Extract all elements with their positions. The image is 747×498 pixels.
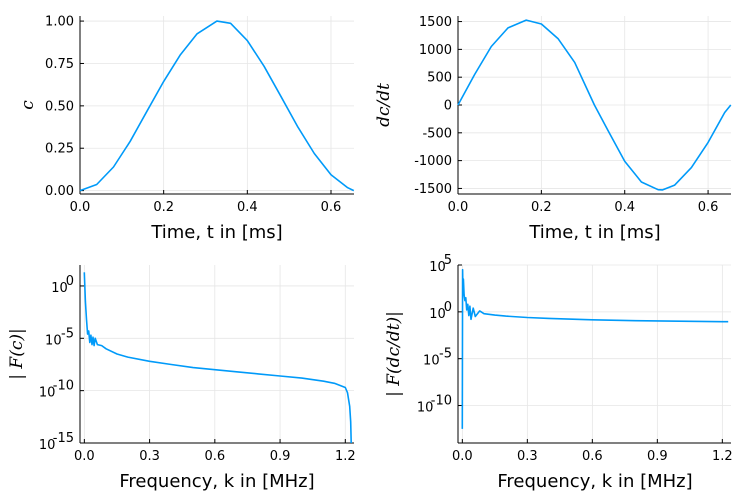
x-tick-label: 0.2 xyxy=(153,200,174,215)
series-line-c xyxy=(79,20,355,192)
y-tick-label-exponent: 0 xyxy=(66,274,74,289)
y-tick-label: 1000 xyxy=(419,43,452,58)
y-tick-label: 0.75 xyxy=(45,57,74,72)
y-tick-label-exponent: -10 xyxy=(431,394,452,409)
y-tick-label: 0 xyxy=(444,99,452,114)
y-tick-label: 10 xyxy=(423,354,440,369)
x-tick-label: 0.4 xyxy=(614,200,635,215)
y-tick-label: 10 xyxy=(429,260,446,275)
y-tick-label: 10 xyxy=(39,386,56,401)
y-tick-label: -1000 xyxy=(414,154,452,169)
x-tick-label: 0.9 xyxy=(270,449,291,464)
y-axis-label-fc: | F(c)| xyxy=(7,328,27,379)
y-axis-label-dcdt: dc/dt xyxy=(374,83,394,127)
y-tick-label: 0.50 xyxy=(45,99,74,114)
x-tick-label: 0.0 xyxy=(74,449,95,464)
series-line-dcdt xyxy=(457,19,732,191)
x-tick-label: 1.2 xyxy=(335,449,356,464)
x-axis-label-fdcdt: Frequency, k in [MHz] xyxy=(497,471,692,492)
x-tick-label: 0.0 xyxy=(452,449,473,464)
x-tick-label: 0.6 xyxy=(698,200,719,215)
x-tick-label: 0.6 xyxy=(204,449,225,464)
x-axis-label-dcdt: Time, t in [ms] xyxy=(528,222,660,243)
y-tick-label-exponent: -5 xyxy=(439,347,452,362)
x-axis-label-fc: Frequency, k in [MHz] xyxy=(119,471,314,492)
x-tick-label: 0.0 xyxy=(70,200,91,215)
x-tick-label: 0.3 xyxy=(517,449,538,464)
y-tick-label: 0.25 xyxy=(45,142,74,157)
panel-c: 0.0 0.2 0.4 0.6 0.00 0.25 0.50 0.75 1.00 Time, t… xyxy=(18,15,355,243)
y-axis-label-c: c xyxy=(18,100,38,110)
y-tick-label: 0.00 xyxy=(45,184,74,199)
y-tick-label-exponent: -5 xyxy=(61,326,74,341)
x-tick-label: 0.3 xyxy=(139,449,160,464)
x-tick-label: 0.6 xyxy=(582,449,603,464)
x-tick-label: 0.2 xyxy=(531,200,552,215)
series-line-fdcdt xyxy=(461,268,729,429)
x-tick-label: 1.2 xyxy=(712,449,733,464)
x-axis-label-c: Time, t in [ms] xyxy=(150,222,282,243)
y-tick-label: 10 xyxy=(429,307,446,322)
y-tick-label-exponent: 5 xyxy=(444,253,452,268)
panel-dcdt: 0.0 0.2 0.4 0.6 -1500 -1000 -500 0 500 1000 1500 T… xyxy=(374,15,732,243)
x-tick-label: 0.9 xyxy=(647,449,668,464)
series-line-fc xyxy=(83,272,352,444)
y-tick-label: -1500 xyxy=(414,182,452,197)
y-tick-label-exponent: -15 xyxy=(53,431,74,446)
y-tick-label-exponent: -10 xyxy=(53,379,74,394)
x-tick-label: 0.0 xyxy=(448,200,469,215)
y-tick-label-exponent: 0 xyxy=(444,300,452,315)
y-tick-label: 1500 xyxy=(419,15,452,30)
x-tick-label: 0.4 xyxy=(237,200,258,215)
y-tick-label: 500 xyxy=(427,71,452,86)
y-tick-label: 10 xyxy=(51,281,68,296)
x-tick-label: 0.6 xyxy=(321,200,342,215)
y-tick-label: 10 xyxy=(39,438,56,453)
y-tick-label: 10 xyxy=(45,333,62,348)
y-axis-label-fdcdt: | F(dc/dt)| xyxy=(384,311,404,397)
y-tick-label: 10 xyxy=(417,401,434,416)
y-tick-label: -500 xyxy=(422,126,452,141)
y-tick-label: 1.00 xyxy=(45,15,74,30)
